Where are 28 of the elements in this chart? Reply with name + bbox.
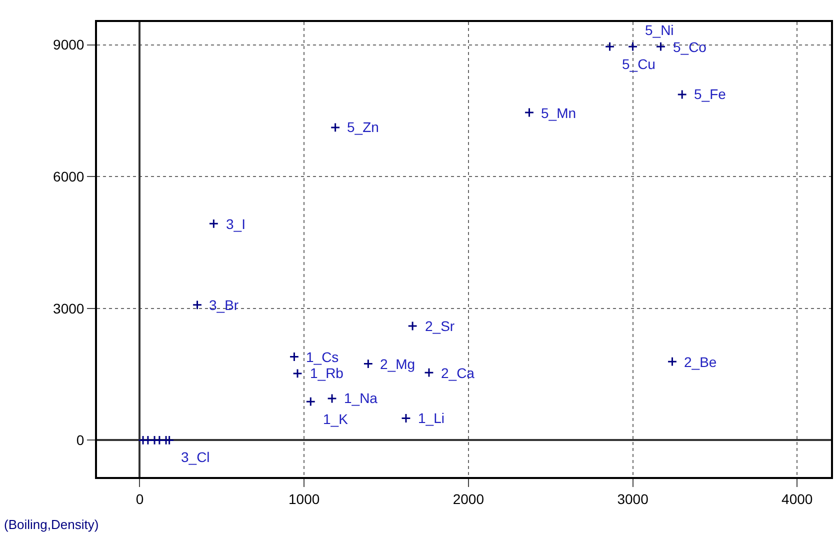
- annotation: 5_Cu: [622, 56, 656, 72]
- annotation: 1_Cs: [306, 349, 339, 365]
- text: (Boiling,Density): [4, 517, 99, 532]
- annotation: 2_Be: [684, 354, 717, 370]
- x-tick-label: 3000: [617, 490, 649, 507]
- y-tick-label: 0: [76, 432, 84, 448]
- x-tick-label: 0: [136, 490, 144, 507]
- y-tick-label: 9000: [53, 36, 84, 53]
- y-tick-label: 3000: [53, 300, 84, 316]
- annotation: 2_Mg: [380, 356, 416, 372]
- y-tick-label: 6000: [53, 168, 84, 185]
- annotation: 2_Ca: [441, 365, 475, 381]
- annotation: 3_Cl: [181, 449, 210, 465]
- annotation: 5_Fe: [694, 86, 726, 102]
- annotation: 1_Na: [344, 390, 378, 406]
- annotation: 1_Li: [418, 410, 444, 426]
- annotation: 3_I: [226, 216, 246, 232]
- annotation: 5_Ni: [645, 22, 674, 38]
- x-tick-label: 2000: [452, 490, 484, 507]
- annotation: 2_Sr: [425, 318, 455, 334]
- x-tick-label: 1000: [288, 490, 320, 507]
- annotation: 3_Br: [209, 297, 239, 313]
- x-tick-label: 4000: [782, 490, 813, 507]
- annotation: 5_Mn: [541, 105, 576, 121]
- annotation: 1_Rb: [310, 365, 344, 381]
- annotation: 5_Co: [673, 39, 707, 55]
- annotation: 1_K: [323, 411, 349, 427]
- annotation: 5_Zn: [347, 119, 379, 135]
